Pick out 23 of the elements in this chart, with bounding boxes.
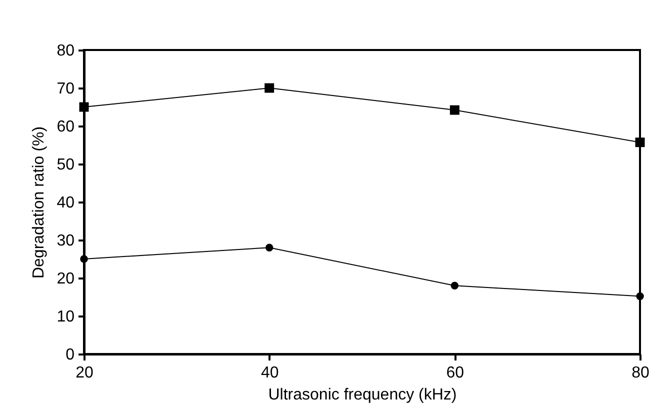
point: [636, 292, 644, 300]
y-axis-title: Degradation ratio (%): [30, 126, 48, 279]
y-tick-label: 40: [56, 194, 75, 212]
y-tick-label: 20: [56, 270, 75, 288]
point: [635, 138, 645, 148]
y-tick-label: 50: [56, 156, 75, 174]
y-tick-label: 10: [56, 308, 75, 326]
point: [264, 83, 274, 93]
y-tick-label: 0: [66, 346, 75, 364]
x-tick-label: 60: [446, 364, 464, 382]
point: [265, 244, 274, 252]
point: [79, 102, 89, 112]
y-tick-label: 80: [56, 42, 75, 60]
y-tick-label: 30: [56, 232, 75, 250]
x-tick-label: 20: [76, 364, 94, 382]
x-tick-label: 40: [260, 364, 279, 382]
x-axis-title: Ultrasonic frequency (kHz): [268, 386, 457, 404]
point: [450, 105, 460, 115]
point: [80, 255, 88, 263]
x-tick-label: 80: [632, 364, 650, 382]
y-tick-label: 70: [56, 80, 75, 98]
point: [450, 282, 459, 290]
y-tick-label: 60: [56, 118, 75, 136]
